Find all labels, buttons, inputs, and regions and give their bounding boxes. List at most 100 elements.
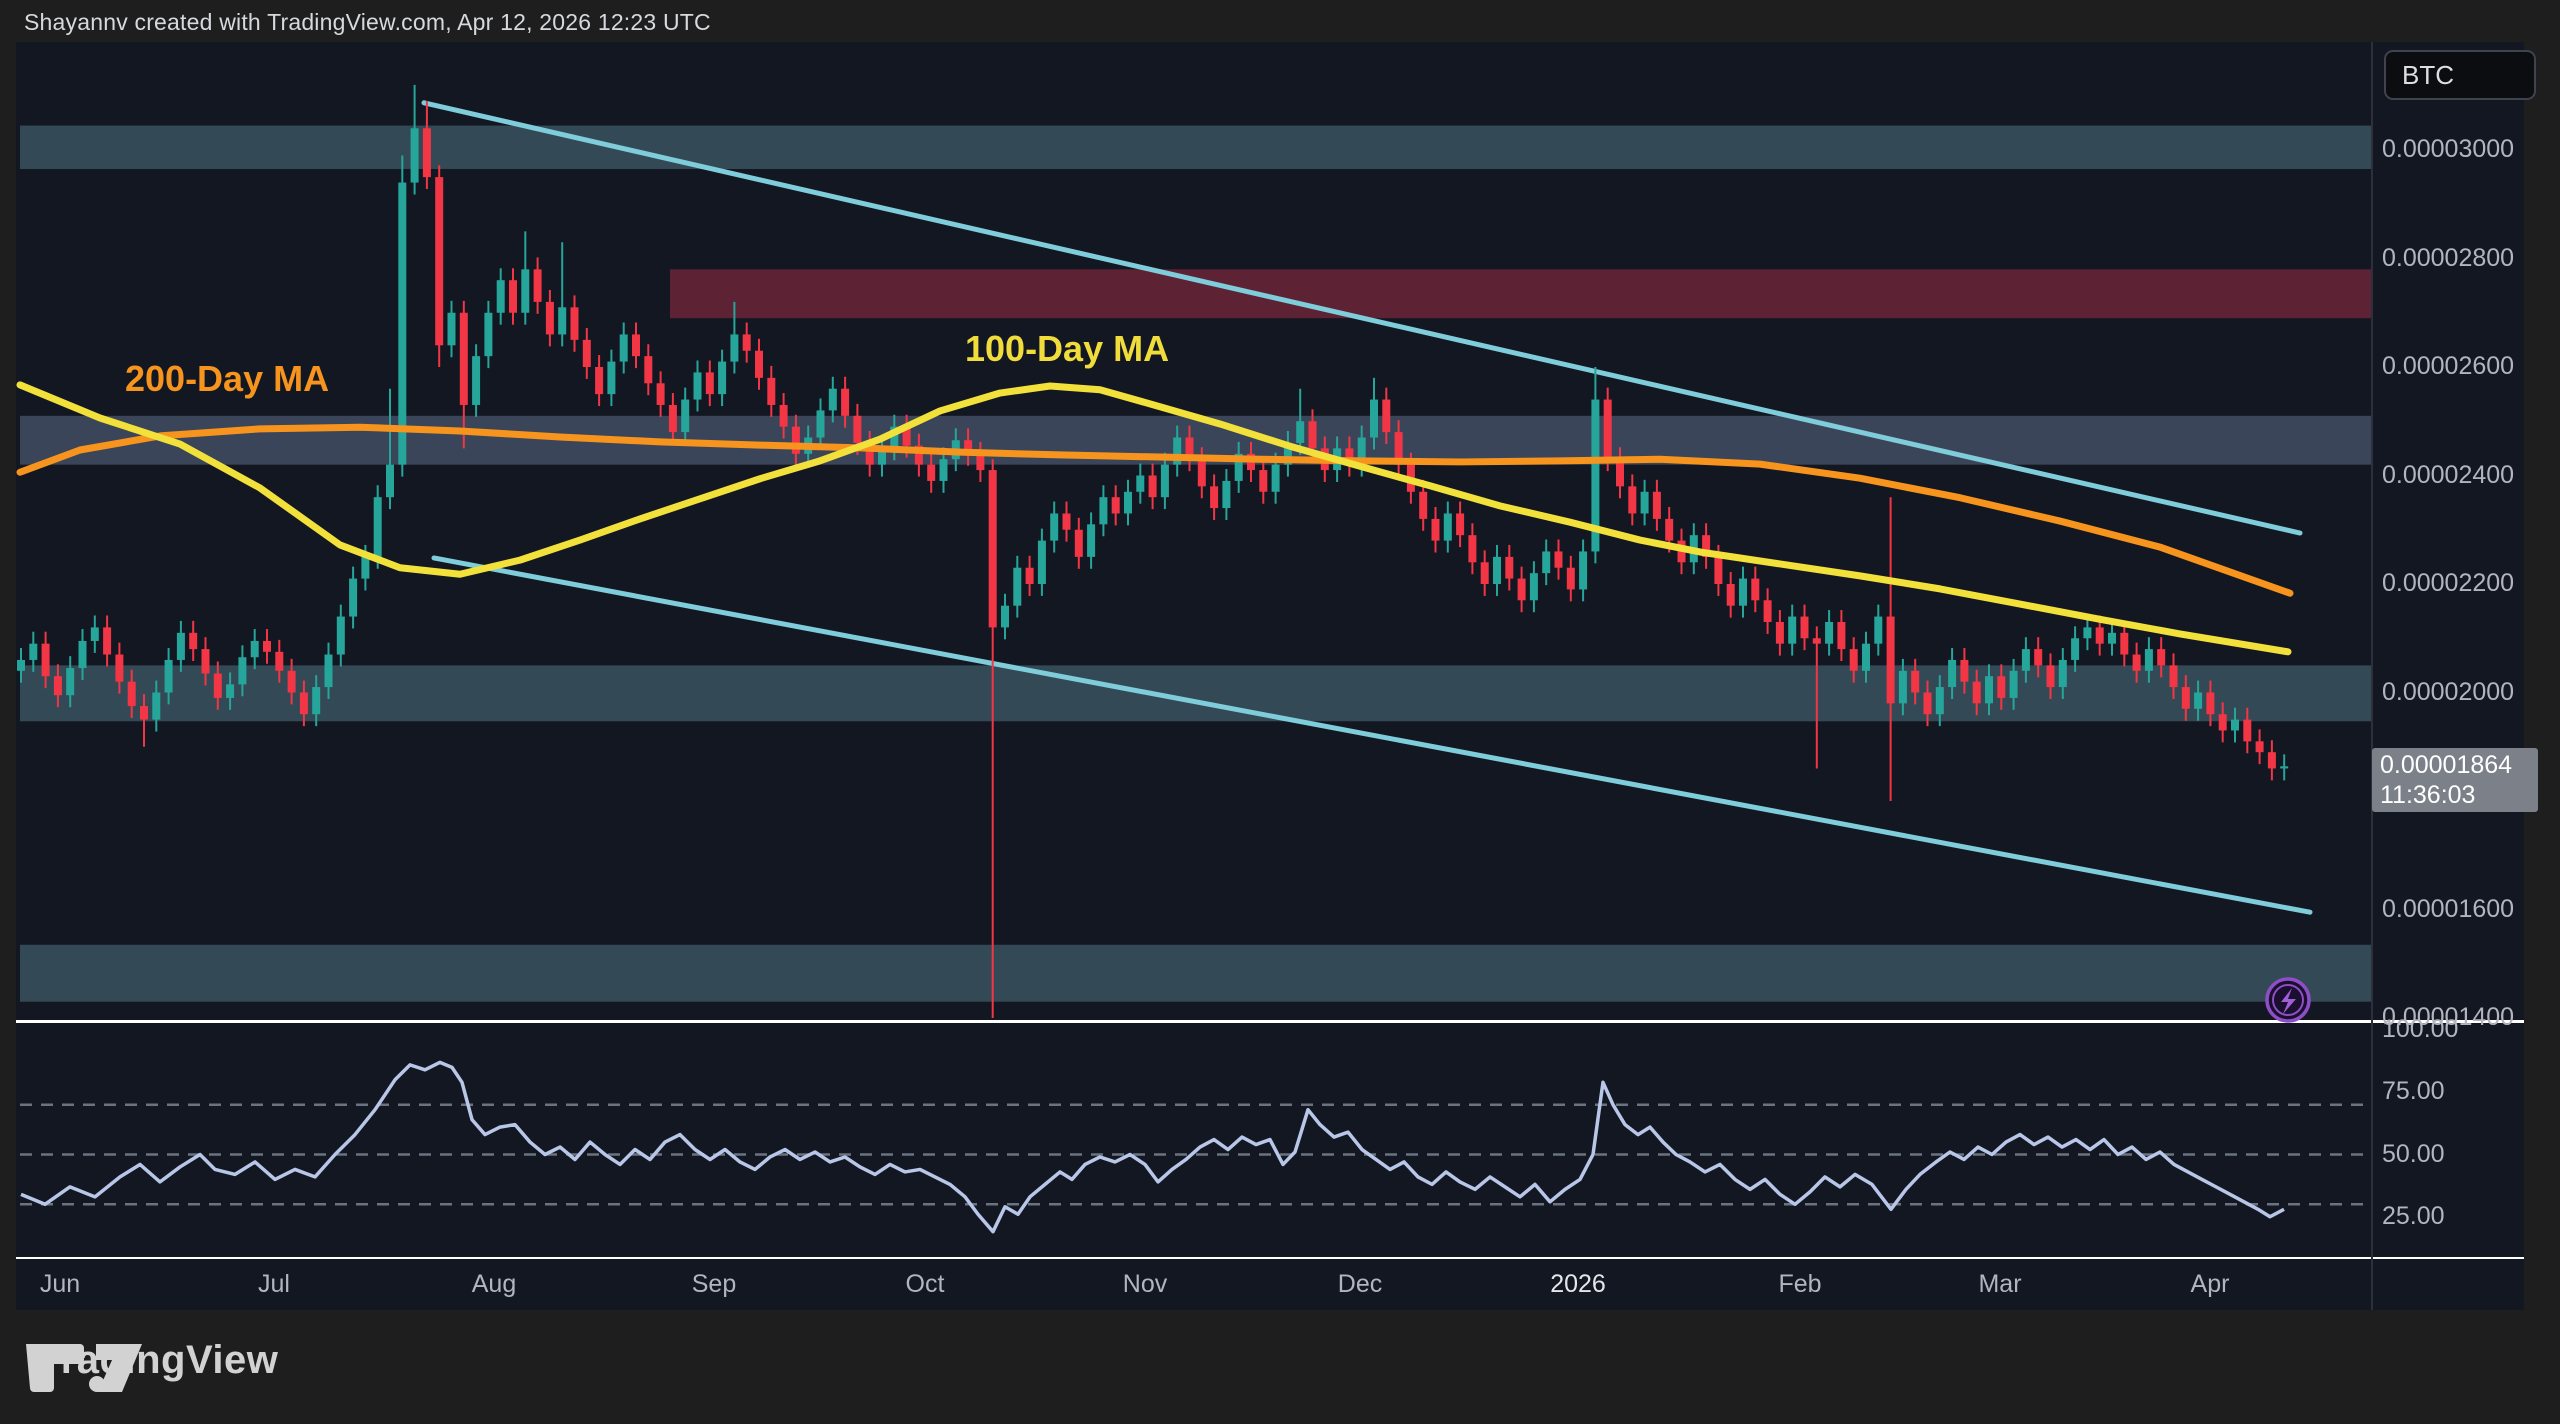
candle-body [1886, 616, 1895, 704]
tradingview-logo-icon [26, 1344, 142, 1392]
price-tick: 0.00003000 [2382, 135, 2515, 163]
candle-body [1001, 605, 1009, 628]
candle-body [1652, 491, 1661, 519]
candle-body [1394, 432, 1403, 465]
time-tick-Jun: Jun [39, 1270, 81, 1298]
candle-body [1013, 567, 1022, 606]
symbol-badge[interactable]: BTC [2384, 50, 2536, 100]
tradingview-logo[interactable]: TradingView [24, 1338, 278, 1392]
candle-body [1529, 573, 1538, 601]
descending-channel [421, 100, 2313, 915]
candle-body [656, 383, 665, 405]
price-zones [20, 125, 2372, 1002]
candle-body [152, 692, 161, 720]
candle-body [1726, 584, 1735, 606]
candle-body [1591, 399, 1600, 552]
candle-body [90, 627, 99, 641]
ma200-annotation-label: 200-Day MA [125, 358, 330, 399]
candle-body [447, 312, 456, 346]
lightning-bolt-icon [2281, 988, 2296, 1014]
candle-body [1357, 437, 1366, 465]
candle-body [1739, 578, 1747, 606]
candle-body [1911, 670, 1920, 693]
price-tick: 0.00002600 [2382, 352, 2515, 380]
candle-body [29, 643, 38, 660]
candle-body [853, 415, 862, 443]
candle-body [1702, 535, 1711, 557]
candle-body [2231, 719, 2239, 731]
candle-body [632, 334, 640, 357]
candle-body [349, 578, 358, 617]
candle-body [619, 334, 628, 362]
main-rsi-separator[interactable] [16, 1020, 2524, 1023]
candle-body [2280, 766, 2289, 769]
candle-body [1862, 643, 1870, 671]
time-tick-Jul: Jul [258, 1270, 290, 1298]
bar-countdown: 11:36:03 [2380, 781, 2476, 809]
candle-body [1037, 540, 1046, 584]
candle-body [287, 670, 296, 693]
candle-body [2169, 665, 2178, 688]
candle-body [2194, 692, 2203, 709]
candle-body [53, 676, 62, 696]
candle-body [164, 659, 173, 693]
candle-body [2181, 687, 2190, 709]
candle-body [791, 426, 800, 454]
candle-body [189, 632, 198, 650]
candle-body [361, 556, 370, 579]
candle-body [2071, 638, 2080, 660]
candle-body [1431, 518, 1440, 541]
candle-body [755, 350, 763, 378]
candle-body [2267, 752, 2276, 769]
candle-body [78, 640, 87, 669]
time-tick-2026: 2026 [1550, 1270, 1606, 1298]
candle-body [484, 312, 493, 357]
time-tick-Mar: Mar [1978, 1270, 2022, 1298]
candle-body [1148, 475, 1157, 498]
candle-body [521, 269, 530, 313]
candle-body [2243, 719, 2252, 742]
candle-body [17, 659, 25, 671]
lightning-alert-button[interactable] [2265, 977, 2311, 1023]
current-price-label: 0.00001864 11:36:03 [2372, 748, 2538, 812]
candle-body [1923, 692, 1932, 715]
candle-body [1074, 529, 1083, 557]
candle-body [1935, 687, 1944, 715]
candle-body [533, 269, 542, 302]
symbol-badge-label: BTC [2402, 59, 2454, 90]
candle-body [1665, 518, 1674, 541]
price-tick: 0.00002400 [2382, 460, 2515, 489]
candle-body [1419, 491, 1428, 519]
candle-body [398, 182, 407, 465]
price-tick: 0.00001400 [2382, 1003, 2515, 1031]
candle-body [902, 426, 911, 446]
candle-body [263, 640, 271, 652]
candle-body [2144, 649, 2153, 671]
candle-body [324, 654, 333, 688]
candle-body [681, 399, 690, 433]
candle-body [1493, 556, 1501, 584]
candle-body [779, 404, 788, 427]
time-tick-Apr: Apr [2190, 1270, 2230, 1298]
candle-body [176, 632, 185, 660]
candle-body [890, 426, 899, 449]
candle-body [472, 356, 481, 405]
candle-body [1714, 556, 1723, 584]
candle-body [1603, 399, 1612, 460]
candle-body [2095, 627, 2104, 644]
candle-body [2108, 632, 2116, 644]
candle-body [914, 445, 923, 465]
candle-body [1505, 556, 1514, 579]
candle-body [1542, 551, 1551, 574]
candle-body [2009, 670, 2018, 698]
chart-credit-text: Shayannv created with TradingView.com, A… [24, 9, 711, 35]
candle-body [1173, 437, 1182, 465]
candle-body [1468, 535, 1477, 563]
candle-body [730, 334, 739, 362]
candle-body [1898, 670, 1907, 704]
candle-body [939, 459, 948, 481]
candle-body [410, 128, 419, 183]
candle-body [1616, 459, 1624, 487]
